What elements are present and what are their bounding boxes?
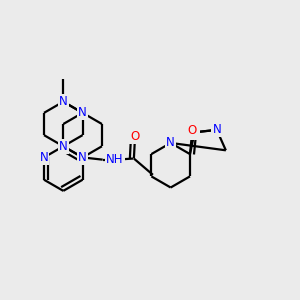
Text: N: N <box>59 140 68 153</box>
Text: N: N <box>78 151 87 164</box>
Text: N: N <box>59 95 68 108</box>
Text: N: N <box>166 136 175 149</box>
Text: N: N <box>78 106 87 119</box>
Text: O: O <box>130 130 140 143</box>
Text: N: N <box>40 151 48 164</box>
Text: N: N <box>190 126 199 139</box>
Text: N: N <box>212 124 221 136</box>
Text: O: O <box>188 124 197 137</box>
Text: NH: NH <box>106 153 124 166</box>
Text: N: N <box>59 140 68 153</box>
Text: N: N <box>166 136 175 149</box>
